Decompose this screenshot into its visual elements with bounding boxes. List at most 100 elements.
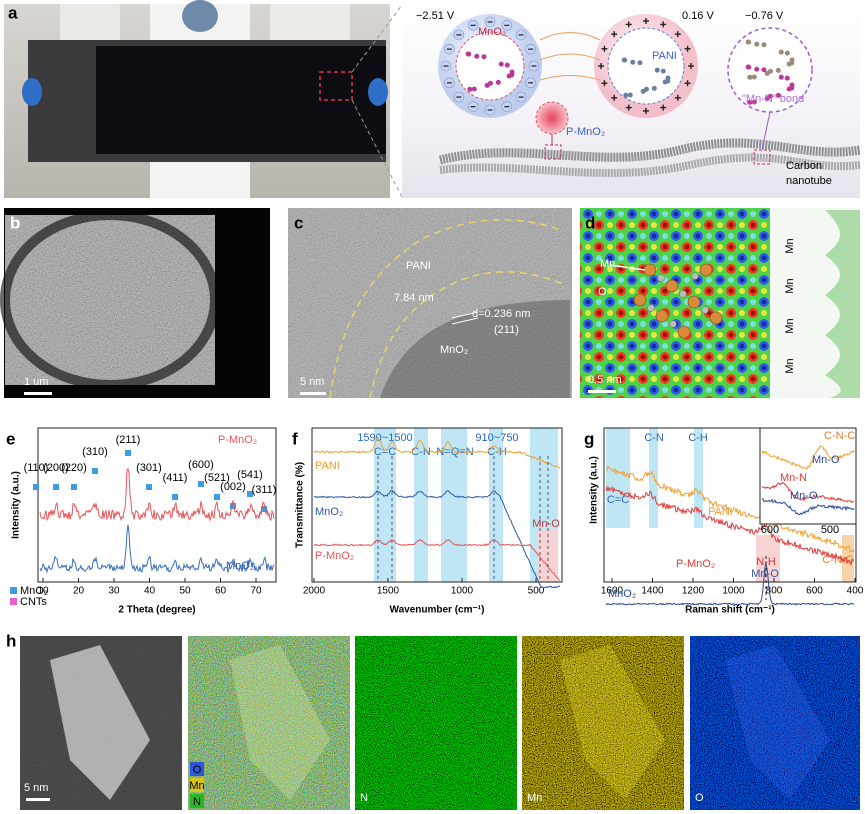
panel-label: d [585,213,595,232]
scale-label: 5 nm [24,782,48,794]
atom [621,57,627,63]
cnt-label: Carbon [786,160,822,172]
band-highlight [538,530,558,582]
x-tick-label: 400 [847,586,864,597]
annotation: C-N [411,446,431,458]
series-label: P-MnO₂ [676,558,715,570]
spectrum-line [761,481,855,503]
spectrum-line [761,498,855,516]
y-axis-label: Intensity (a.u.) [589,456,600,524]
scale-label: 0.5 nm [588,374,622,386]
panel-label: a [8,3,18,22]
potential: −0.76 V [745,10,784,22]
band-highlight [606,428,630,528]
profile-label: Mn [784,278,796,293]
material: PANI [652,50,677,62]
legend-swatch [10,598,17,605]
atom [467,86,473,92]
series-label: P-MnO₂ [218,434,257,446]
spectrum-line [605,485,855,566]
map-label: N [360,792,368,804]
peak-label: (110) [24,462,49,474]
series-label: PANI [708,506,733,518]
series-label: PANI [315,460,340,472]
band-highlight [441,428,467,582]
annotation: 1590~1500 [357,432,412,444]
atom [509,72,515,78]
x-tick-label: 1600 [601,586,624,597]
atom [495,79,501,85]
peak-label: (200) [43,462,69,474]
peak-marker [214,494,220,500]
atom [747,99,753,105]
peak-marker [71,484,77,490]
atom [754,66,760,72]
spectrum-line [761,445,855,470]
peak-label: (311) [252,484,277,496]
annotation: Mn-O [532,518,560,530]
peak-marker [198,481,204,487]
atom [778,49,784,55]
x-tick-label: 800 [766,586,783,597]
x-tick-label: 1000 [451,586,474,597]
peak-marker [247,491,253,497]
peak-marker [146,484,152,490]
atomic-map [580,208,860,398]
peak-label: (301) [136,462,162,474]
x-axis-label: 2 Theta (degree) [118,605,195,616]
band-highlight [649,428,658,528]
peak-marker [125,450,131,456]
atom [761,42,767,48]
atom [487,80,493,86]
band-highlight [842,535,854,582]
peak-label: (310) [82,446,108,458]
x-tick-label: 10 [37,586,49,597]
cnt-label: nanotube [786,175,832,187]
x-tick-label: 600 [806,586,823,597]
annotation: C=C [607,494,629,506]
eds-maps [20,636,860,810]
profile-label: Mn [784,238,796,253]
peak-marker [92,468,98,474]
band-highlight [374,428,396,582]
atom [481,54,487,60]
atom [471,86,477,92]
schematic [402,4,861,198]
photo [4,0,390,198]
x-tick-label: 1200 [682,586,705,597]
peak-label: (211) [116,434,141,446]
potential: −2.51 V [416,10,455,22]
atom [630,59,636,65]
annotation: C-N [644,432,664,444]
plane-label: (211) [494,324,519,336]
atom [767,93,773,99]
atom [761,67,767,73]
atom [627,92,633,98]
tem-image [288,208,572,399]
panel-label: f [292,429,298,448]
annotation: 910~750 [475,432,518,444]
atom [745,64,751,70]
x-tick-label: 1500 [377,586,400,597]
peak-label: (521) [204,472,230,484]
series-label: MnO₂ [608,588,636,600]
plot-frame [37,427,277,583]
atom [784,75,790,81]
spectrum-line [605,563,855,606]
atom [747,74,753,80]
x-tick-label: 2000 [303,586,326,597]
atom [665,78,671,84]
thickness-label: 7.84 nm [394,292,434,304]
spectrum-line [313,437,561,469]
atom [643,86,649,92]
atom [784,50,790,56]
peak-marker [53,484,59,490]
band-highlight [489,428,503,582]
atom [637,60,643,66]
spectrum-line [39,467,275,522]
overlay-legend: O [193,764,202,776]
atom [465,51,471,57]
spectrum-line [605,465,855,553]
scale-label: 5 nm [300,376,324,388]
